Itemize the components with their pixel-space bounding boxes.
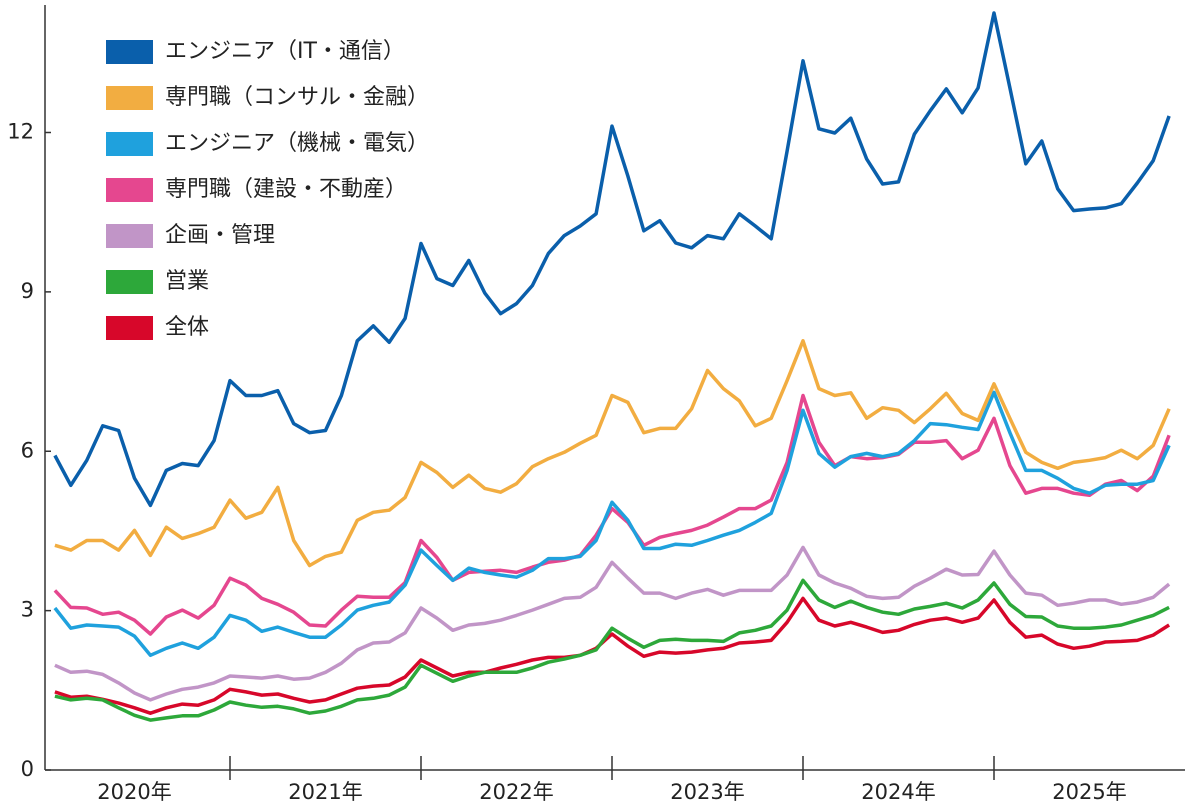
x-tick-label: 2021年: [288, 780, 362, 804]
legend-swatch: [106, 178, 153, 202]
series-line: [54, 339, 1171, 568]
series-line: [54, 596, 1171, 715]
legend-label: 営業: [165, 269, 209, 294]
series-line: [53, 390, 1171, 658]
x-tick-label: 2020年: [97, 780, 171, 804]
y-tick-label: 0: [21, 757, 34, 781]
legend-swatch: [106, 224, 153, 248]
legend-swatch: [106, 270, 153, 294]
y-tick-label: 6: [21, 438, 34, 462]
y-tick-label: 12: [7, 120, 34, 144]
legend-label: 専門職（コンサル・金融）: [165, 85, 429, 110]
legend-swatch: [106, 86, 153, 110]
x-tick-label: 2022年: [479, 780, 553, 804]
legend-swatch: [106, 132, 153, 156]
legend-label: 全体: [165, 315, 209, 340]
y-tick-label: 3: [21, 598, 34, 622]
x-tick-label: 2023年: [670, 780, 744, 804]
x-tick-label: 2025年: [1052, 780, 1126, 804]
legend-label: エンジニア（機械・電気）: [165, 131, 429, 156]
legend-label: エンジニア（IT・通信）: [165, 39, 405, 64]
series-line: [54, 545, 1171, 702]
x-tick-label: 2024年: [861, 780, 935, 804]
series-line: [53, 11, 1171, 508]
legend-label: 企画・管理: [165, 223, 275, 248]
y-tick-label: 9: [21, 279, 34, 303]
legend-swatch: [106, 40, 153, 64]
series-line: [54, 578, 1170, 722]
series-line: [53, 393, 1171, 636]
legend-swatch: [106, 316, 153, 340]
legend-label: 専門職（建設・不動産）: [165, 177, 407, 202]
